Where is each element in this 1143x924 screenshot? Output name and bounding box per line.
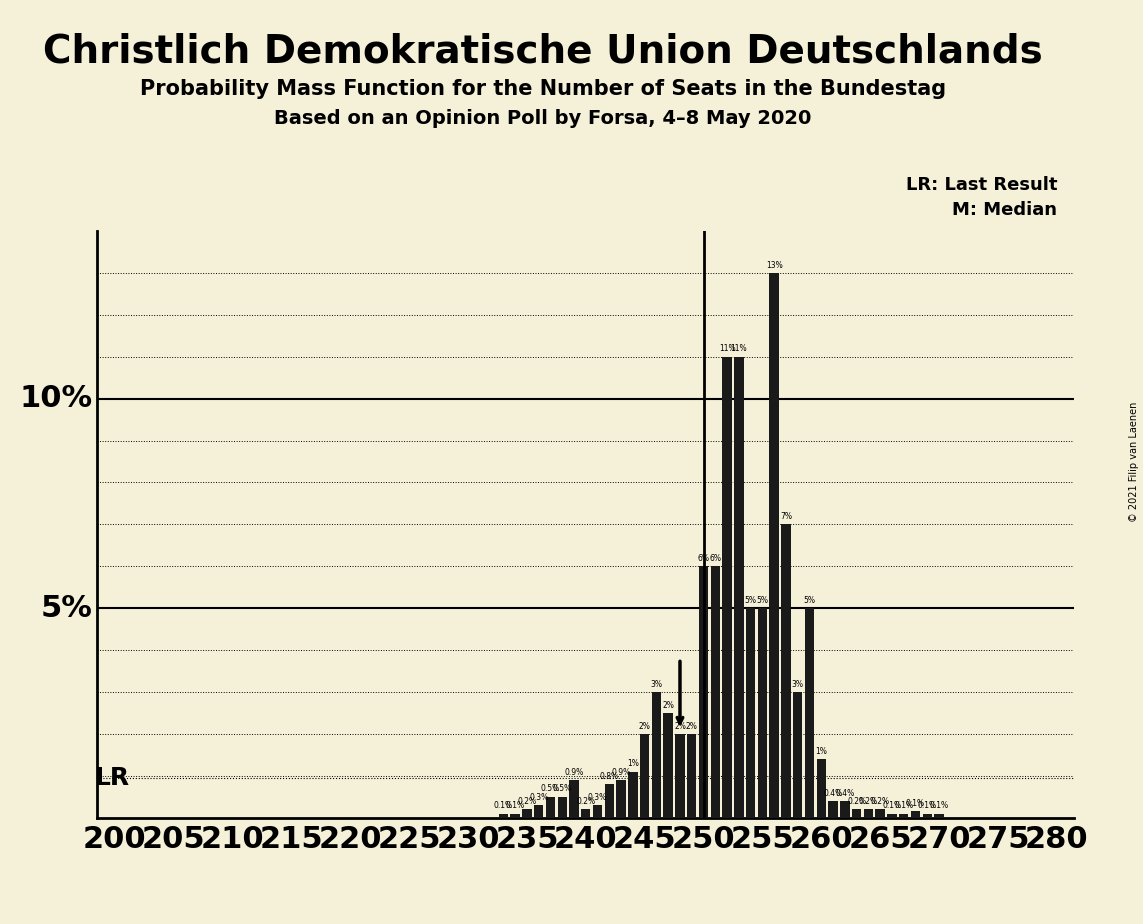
Text: 0.3%: 0.3% — [588, 793, 607, 802]
Text: 0.1%: 0.1% — [906, 799, 925, 808]
Bar — [498, 813, 509, 818]
Bar — [758, 608, 767, 818]
Bar — [640, 734, 649, 818]
Bar — [769, 273, 778, 818]
Bar — [934, 813, 944, 818]
Text: 5%: 5% — [757, 596, 768, 605]
Bar — [793, 692, 802, 818]
Bar — [698, 566, 709, 818]
Bar — [734, 357, 744, 818]
Bar — [816, 760, 826, 818]
Bar — [522, 809, 531, 818]
Bar — [911, 811, 920, 818]
Bar — [629, 772, 638, 818]
Bar — [558, 796, 567, 818]
Bar — [676, 734, 685, 818]
Bar — [900, 813, 909, 818]
Text: 10%: 10% — [19, 384, 93, 413]
Text: 5%: 5% — [40, 594, 93, 623]
Text: LR: Last Result: LR: Last Result — [905, 176, 1057, 193]
Text: 0.1%: 0.1% — [894, 801, 913, 810]
Text: © 2021 Filip van Laenen: © 2021 Filip van Laenen — [1129, 402, 1138, 522]
Text: 0.3%: 0.3% — [529, 793, 549, 802]
Text: 0.5%: 0.5% — [552, 784, 572, 794]
Text: 0.1%: 0.1% — [494, 801, 513, 810]
Text: 0.4%: 0.4% — [836, 788, 855, 797]
Bar — [922, 813, 932, 818]
Bar — [864, 809, 873, 818]
Bar — [687, 734, 696, 818]
Text: 11%: 11% — [719, 345, 735, 353]
Text: Christlich Demokratische Union Deutschlands: Christlich Demokratische Union Deutschla… — [43, 32, 1042, 70]
Bar — [581, 809, 591, 818]
Text: 5%: 5% — [744, 596, 757, 605]
Text: LR: LR — [95, 766, 130, 790]
Text: 0.4%: 0.4% — [823, 788, 842, 797]
Text: 0.2%: 0.2% — [871, 797, 889, 806]
Text: 0.2%: 0.2% — [518, 797, 536, 806]
Text: Probability Mass Function for the Number of Seats in the Bundestag: Probability Mass Function for the Number… — [139, 79, 946, 99]
Bar — [569, 780, 578, 818]
Text: 2%: 2% — [674, 722, 686, 731]
Bar — [887, 813, 896, 818]
Text: 0.2%: 0.2% — [576, 797, 596, 806]
Text: 2%: 2% — [662, 700, 674, 710]
Text: 11%: 11% — [730, 345, 748, 353]
Text: 0.2%: 0.2% — [847, 797, 866, 806]
Text: 0.1%: 0.1% — [882, 801, 902, 810]
Bar — [876, 809, 885, 818]
Bar — [616, 780, 626, 818]
Bar — [840, 801, 849, 818]
Text: 2%: 2% — [686, 722, 697, 731]
Text: 0.1%: 0.1% — [929, 801, 949, 810]
Bar — [593, 805, 602, 818]
Text: 3%: 3% — [650, 680, 663, 688]
Text: 0.9%: 0.9% — [565, 768, 584, 777]
Bar — [722, 357, 732, 818]
Text: 6%: 6% — [697, 553, 710, 563]
Text: 0.2%: 0.2% — [858, 797, 878, 806]
Bar — [829, 801, 838, 818]
Bar — [605, 784, 614, 818]
Text: 13%: 13% — [766, 261, 783, 270]
Text: M: Median: M: Median — [952, 201, 1057, 218]
Bar — [511, 813, 520, 818]
Text: 2%: 2% — [639, 722, 650, 731]
Text: 3%: 3% — [792, 680, 804, 688]
Bar — [711, 566, 720, 818]
Text: 1%: 1% — [815, 747, 828, 756]
Text: 7%: 7% — [780, 512, 792, 521]
Bar — [852, 809, 862, 818]
Text: 1%: 1% — [628, 760, 639, 768]
Text: 0.1%: 0.1% — [918, 801, 937, 810]
Text: 5%: 5% — [804, 596, 815, 605]
Text: 0.5%: 0.5% — [541, 784, 560, 794]
Bar — [782, 525, 791, 818]
Text: 0.8%: 0.8% — [600, 772, 618, 781]
Text: Based on an Opinion Poll by Forsa, 4–8 May 2020: Based on an Opinion Poll by Forsa, 4–8 M… — [274, 109, 812, 128]
Bar — [746, 608, 756, 818]
Bar — [534, 805, 543, 818]
Bar — [805, 608, 814, 818]
Text: 0.9%: 0.9% — [612, 768, 631, 777]
Bar — [652, 692, 661, 818]
Text: 0.1%: 0.1% — [505, 801, 525, 810]
Bar — [663, 713, 673, 818]
Text: 6%: 6% — [710, 553, 721, 563]
Bar — [545, 796, 555, 818]
